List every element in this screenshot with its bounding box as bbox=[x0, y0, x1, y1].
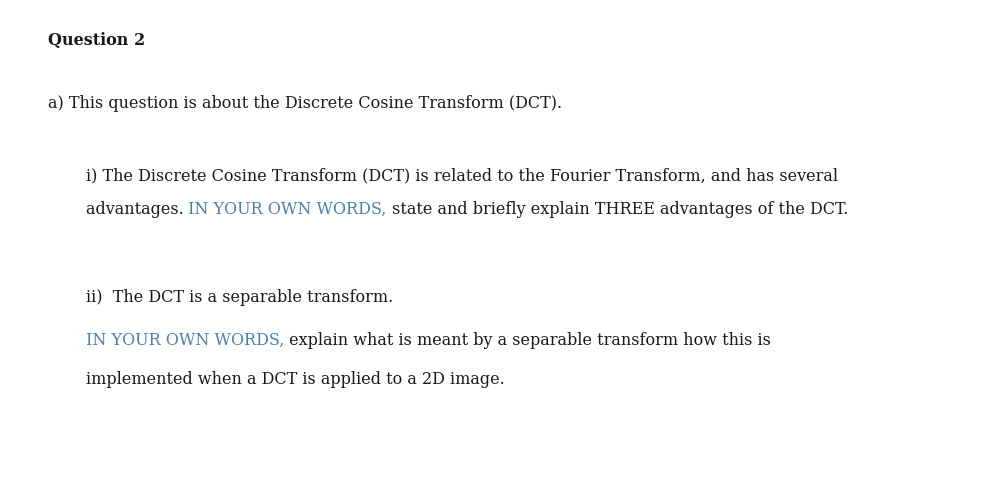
Text: IN YOUR OWN WORDS,: IN YOUR OWN WORDS, bbox=[188, 201, 387, 218]
Text: state and briefly explain THREE advantages of the DCT.: state and briefly explain THREE advantag… bbox=[387, 201, 848, 218]
Text: advantages.: advantages. bbox=[86, 201, 188, 218]
Text: i) The Discrete Cosine Transform (DCT) is related to the Fourier Transform, and : i) The Discrete Cosine Transform (DCT) i… bbox=[86, 167, 838, 184]
Text: implemented when a DCT is applied to a 2D image.: implemented when a DCT is applied to a 2… bbox=[86, 370, 505, 387]
Text: Question 2: Question 2 bbox=[48, 31, 146, 48]
Text: explain what is meant by a separable transform how this is: explain what is meant by a separable tra… bbox=[284, 332, 770, 348]
Text: a) This question is about the Discrete Cosine Transform (DCT).: a) This question is about the Discrete C… bbox=[48, 94, 563, 111]
Text: IN YOUR OWN WORDS,: IN YOUR OWN WORDS, bbox=[86, 332, 284, 348]
Text: ii)  The DCT is a separable transform.: ii) The DCT is a separable transform. bbox=[86, 288, 393, 305]
